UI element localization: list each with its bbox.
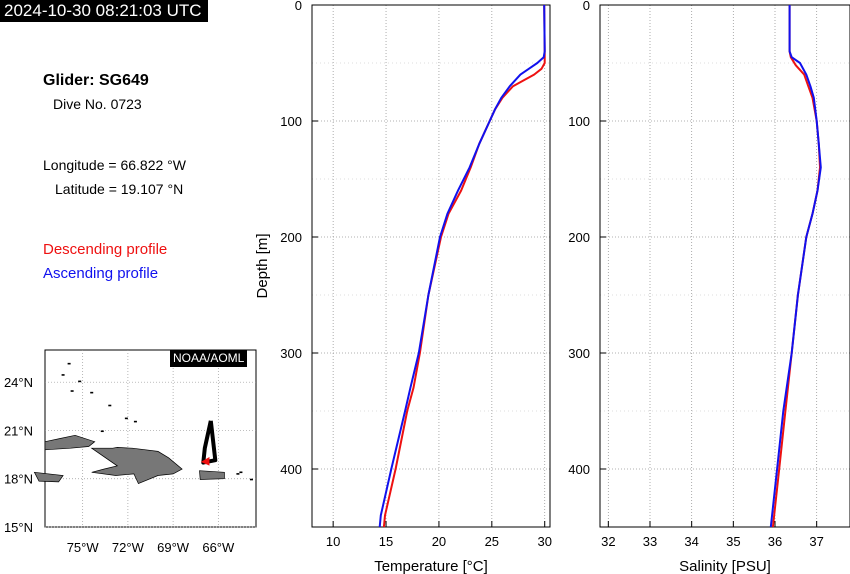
x-tick-label: 32 [601, 534, 615, 549]
land-jamaica [33, 471, 64, 483]
land-island [249, 478, 253, 481]
map-credit: NOAA/AOML [170, 350, 248, 367]
latitude-readout: Latitude = 19.107 °N [55, 181, 184, 197]
land-island [239, 471, 243, 474]
map-lon-label: 75°W [67, 540, 100, 555]
x-tick-label: 15 [379, 534, 393, 549]
profile-panel-1 [599, 4, 850, 528]
y-tick-label: 200 [280, 230, 302, 245]
glider-title: Glider: SG649 [43, 72, 149, 89]
x-tick-label: 30 [537, 534, 551, 549]
y-tick-label: 400 [280, 462, 302, 477]
land-cuba [44, 434, 96, 451]
timestamp: 2024-10-30 08:21:03 UTC [0, 0, 208, 22]
y-tick-label: 300 [280, 346, 302, 361]
land-island [78, 380, 82, 383]
x-tick-label: 20 [432, 534, 446, 549]
y-tick-label: 400 [568, 462, 590, 477]
x-tick-label: 37 [809, 534, 823, 549]
y-tick-label: 300 [568, 346, 590, 361]
location-map [33, 349, 257, 528]
y-tick-label: 200 [568, 230, 590, 245]
map-lon-label: 66°W [202, 540, 235, 555]
land-island [70, 390, 74, 392]
y-tick-label: 100 [568, 114, 590, 129]
x-axis-label: Salinity [PSU] [679, 558, 771, 574]
map-lat-label: 21°N [4, 423, 33, 438]
plot-frame [599, 4, 850, 528]
land-hispaniola [90, 447, 183, 485]
series-line-descending [382, 4, 546, 528]
map-lon-label: 72°W [112, 540, 145, 555]
land-island [236, 473, 240, 475]
x-tick-label: 36 [768, 534, 782, 549]
glider-position-marker [200, 457, 210, 466]
longitude-readout: Longitude = 66.822 °W [43, 157, 186, 173]
y-axis-label: Depth [m] [254, 233, 271, 298]
map-lat-label: 18°N [4, 472, 33, 487]
land-island [100, 430, 104, 433]
y-tick-label: 0 [583, 0, 590, 13]
map-lat-label: 24°N [4, 375, 33, 390]
land-puerto-rico [199, 470, 225, 480]
x-tick-label: 35 [726, 534, 740, 549]
land-island [133, 420, 137, 423]
land-island [67, 362, 71, 365]
series-line-ascending [769, 5, 822, 528]
y-tick-label: 100 [280, 114, 302, 129]
x-tick-label: 34 [684, 534, 698, 549]
x-tick-label: 10 [326, 534, 340, 549]
profile-panel-0 [311, 4, 551, 528]
land-island [61, 374, 65, 376]
x-tick-label: 25 [485, 534, 499, 549]
legend-descending: Descending profile [43, 241, 168, 258]
x-axis-label: Temperature [°C] [374, 558, 488, 574]
land-island [124, 417, 128, 420]
map-lat-label: 15°N [4, 520, 33, 535]
land-island [90, 391, 94, 394]
legend-ascending: Ascending profile [43, 265, 159, 282]
dive-number: Dive No. 0723 [53, 96, 142, 112]
land-island [108, 404, 112, 407]
x-tick-label: 33 [643, 534, 657, 549]
map-lon-label: 69°W [157, 540, 190, 555]
series-line-ascending [378, 4, 546, 528]
plot-frame [311, 4, 551, 528]
y-tick-label: 0 [295, 0, 302, 13]
